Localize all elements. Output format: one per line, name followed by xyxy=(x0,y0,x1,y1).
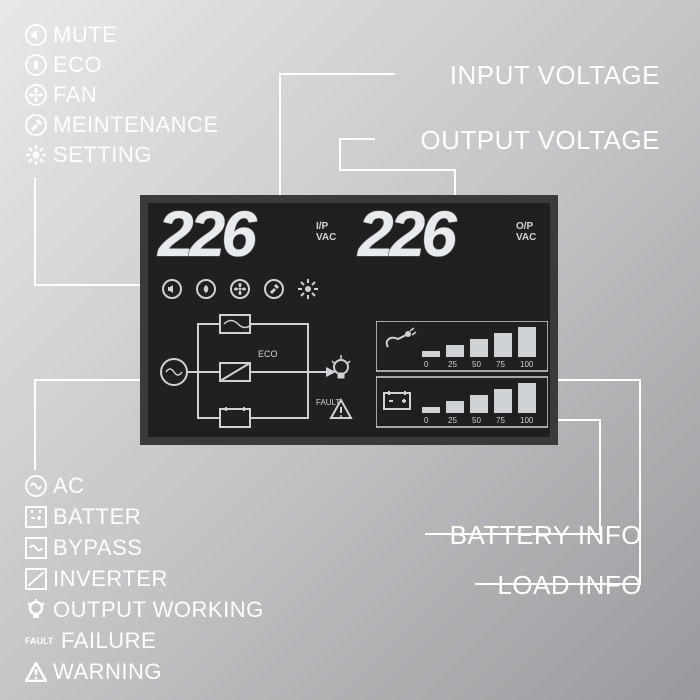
svg-text:25: 25 xyxy=(448,416,457,425)
lcd-icon-row xyxy=(162,279,318,299)
lcd-mute-icon xyxy=(162,279,182,299)
svg-text:0: 0 xyxy=(424,360,429,369)
lcd-eco-icon xyxy=(196,279,216,299)
svg-text:50: 50 xyxy=(472,416,481,425)
lcd-gauges: 0 25 50 75 100 0 25 50 75 100 xyxy=(376,321,548,436)
svg-text:75: 75 xyxy=(496,360,505,369)
lcd-fan-icon xyxy=(230,279,250,299)
svg-text:25: 25 xyxy=(448,360,457,369)
lcd-setting-icon xyxy=(298,279,318,299)
lcd-eco-text: ECO xyxy=(258,349,278,359)
output-unit: O/PVAC xyxy=(516,221,536,243)
svg-text:75: 75 xyxy=(496,416,505,425)
input-unit: I/PVAC xyxy=(316,221,336,243)
lcd-flow-diagram: ECO FAULT xyxy=(158,311,368,433)
input-voltage-value: 226 xyxy=(158,197,253,271)
svg-text:100: 100 xyxy=(520,416,534,425)
svg-text:100: 100 xyxy=(520,360,534,369)
lcd-panel: 226 I/PVAC 226 O/PVAC xyxy=(140,195,558,445)
svg-text:50: 50 xyxy=(472,360,481,369)
svg-text:0: 0 xyxy=(424,416,429,425)
lcd-maintenance-icon xyxy=(264,279,284,299)
lcd-fault-text: FAULT xyxy=(316,398,340,407)
output-voltage-value: 226 xyxy=(358,197,453,271)
